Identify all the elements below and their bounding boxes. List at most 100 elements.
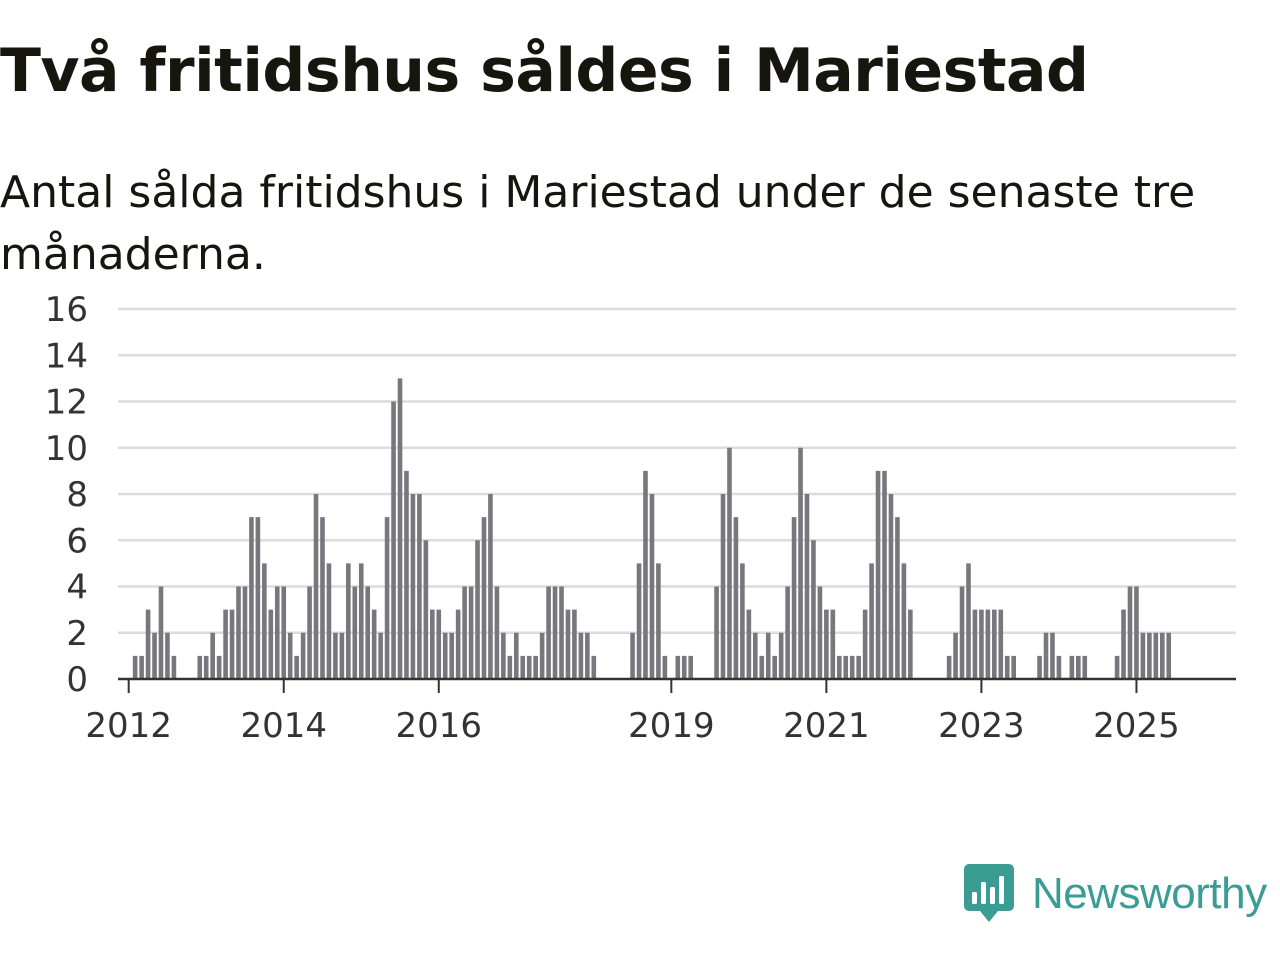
bar xyxy=(430,609,435,679)
bar xyxy=(326,563,332,679)
bar xyxy=(455,609,461,679)
y-tick-label: 10 xyxy=(45,429,88,469)
bar xyxy=(552,586,558,679)
bar xyxy=(662,655,668,679)
bar xyxy=(442,632,448,679)
bar xyxy=(300,632,306,679)
bar xyxy=(1159,632,1165,679)
bar xyxy=(565,609,571,679)
bar xyxy=(830,609,836,679)
bar xyxy=(475,540,480,679)
bar xyxy=(358,563,364,679)
bar xyxy=(436,609,442,679)
bar xyxy=(171,655,177,679)
y-tick-label: 16 xyxy=(45,290,88,330)
bar xyxy=(462,586,467,679)
bar xyxy=(1127,586,1133,679)
bar xyxy=(572,609,577,679)
x-tick-label: 2014 xyxy=(240,706,327,746)
bar xyxy=(333,632,338,679)
bar xyxy=(778,632,784,679)
bar xyxy=(417,494,422,679)
bar xyxy=(992,609,997,679)
bar xyxy=(785,586,790,679)
bar xyxy=(378,632,383,679)
bar xyxy=(1011,655,1017,679)
bar xyxy=(165,632,170,679)
bar xyxy=(320,517,325,679)
bar xyxy=(733,517,739,679)
y-tick-label: 8 xyxy=(66,475,88,515)
bar xyxy=(901,563,907,679)
bar xyxy=(856,655,861,679)
bar xyxy=(539,632,545,679)
bar xyxy=(203,655,209,679)
bar xyxy=(520,655,526,679)
bar xyxy=(753,632,758,679)
x-axis: 2012 2014 2016 2019 2021 2023 2025 xyxy=(85,677,1236,746)
bar xyxy=(274,586,280,679)
bar xyxy=(1050,632,1055,679)
bar xyxy=(959,586,965,679)
x-tick-label: 2019 xyxy=(628,706,715,746)
bar xyxy=(966,563,971,679)
y-tick-label: 0 xyxy=(66,660,88,700)
bar xyxy=(804,494,810,679)
bar xyxy=(1140,632,1146,679)
chart-title: Två fritidshus såldes i Mariestad xyxy=(0,36,1089,106)
bar xyxy=(985,609,991,679)
y-tick-label: 4 xyxy=(66,568,88,608)
bar xyxy=(979,609,984,679)
bar xyxy=(507,655,513,679)
bar xyxy=(720,494,726,679)
x-tick-label: 2016 xyxy=(396,706,483,746)
bar xyxy=(158,586,164,679)
bar xyxy=(636,563,642,679)
bar xyxy=(1056,655,1062,679)
bar xyxy=(223,609,228,679)
bar xyxy=(895,517,900,679)
bar xyxy=(1153,632,1159,679)
bar xyxy=(546,586,551,679)
bar xyxy=(727,447,732,679)
bar xyxy=(481,517,487,679)
gridlines xyxy=(118,307,1236,634)
bar xyxy=(875,470,881,679)
bar xyxy=(404,470,409,679)
bar xyxy=(1037,655,1042,679)
bar xyxy=(888,494,894,679)
bar xyxy=(998,609,1004,679)
bar xyxy=(908,609,913,679)
bar xyxy=(869,563,874,679)
bar xyxy=(262,563,267,679)
bar xyxy=(384,517,390,679)
bar xyxy=(139,655,144,679)
bar xyxy=(740,563,745,679)
bar xyxy=(229,609,235,679)
bar xyxy=(397,378,403,679)
bar xyxy=(649,494,655,679)
bar xyxy=(249,517,254,679)
y-tick-label: 2 xyxy=(66,614,88,654)
chart-subtitle: Antal sålda fritidshus i Mariestad under… xyxy=(0,167,1196,280)
bar xyxy=(843,655,849,679)
brand-name: Newsworthy xyxy=(1032,869,1267,918)
bar xyxy=(1043,632,1049,679)
bar xyxy=(798,447,803,679)
bar xyxy=(132,655,138,679)
bar xyxy=(533,655,538,679)
x-tick-label: 2012 xyxy=(85,706,172,746)
bar xyxy=(824,609,829,679)
bar xyxy=(972,609,978,679)
bar xyxy=(1134,586,1139,679)
bar xyxy=(836,655,842,679)
bar xyxy=(585,632,590,679)
bar xyxy=(630,632,635,679)
bar xyxy=(423,540,429,679)
bar xyxy=(688,655,694,679)
bar xyxy=(449,632,454,679)
bar xyxy=(346,563,351,679)
bar xyxy=(559,586,564,679)
bar xyxy=(526,655,532,679)
